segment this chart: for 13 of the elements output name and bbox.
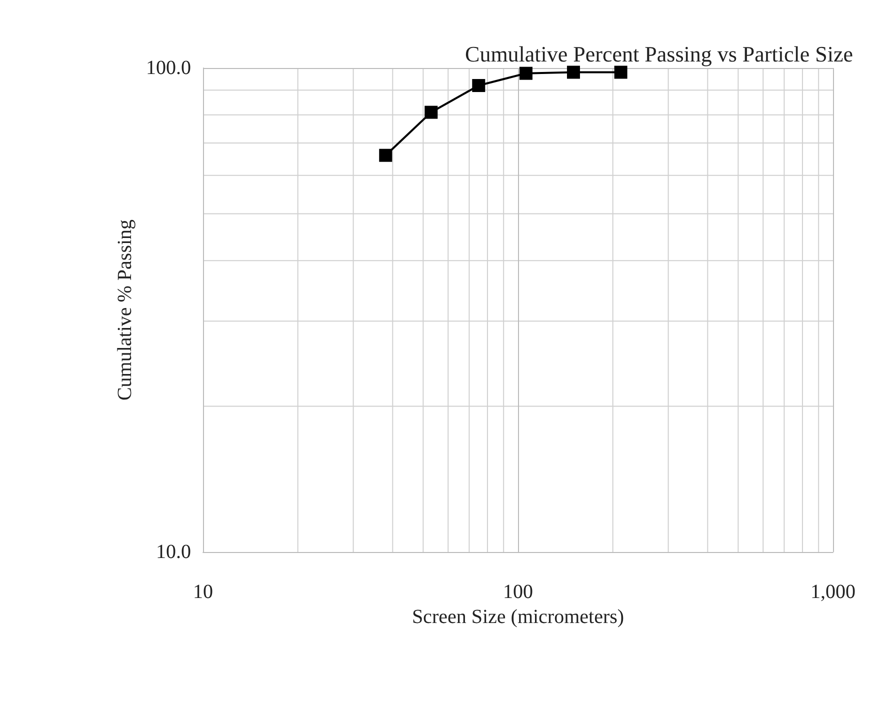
y-axis-title: Cumulative % Passing bbox=[114, 219, 136, 401]
point bbox=[614, 66, 628, 79]
point bbox=[424, 106, 438, 119]
x-tick-label: 1,000 bbox=[810, 581, 856, 603]
y-tick-label: 10.0 bbox=[156, 541, 191, 563]
chart-title: Cumulative Percent Passing vs Particle Size bbox=[465, 42, 854, 66]
point bbox=[566, 66, 580, 79]
point bbox=[519, 66, 532, 80]
x-tick-label: 10 bbox=[193, 581, 213, 603]
x-tick-label: 100 bbox=[503, 581, 533, 603]
y-tick-label: 100.0 bbox=[146, 57, 191, 79]
x-axis-title: Screen Size (micrometers) bbox=[412, 606, 624, 628]
point bbox=[472, 79, 486, 92]
